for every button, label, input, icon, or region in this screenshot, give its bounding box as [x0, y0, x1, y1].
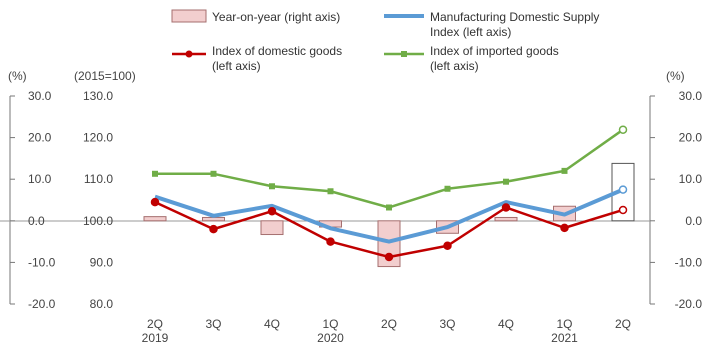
x-tick-label: 2Q	[615, 317, 631, 331]
far-left-tick-label: 0.0	[28, 214, 45, 228]
x-tick-label: 2Q	[147, 317, 163, 331]
series-point	[618, 125, 628, 134]
series-point	[152, 170, 158, 177]
far-left-tick-label: 20.0	[28, 131, 52, 145]
right-tick-label: 30.0	[679, 89, 703, 103]
x-tick-label: 1Q	[556, 317, 572, 331]
series-point	[618, 205, 628, 215]
left-axis-ticks: 80.0 90.0 100.0 110.0 120.0 130.0	[83, 89, 113, 311]
far-left-tick-label: -20.0	[28, 297, 56, 311]
series-point	[267, 206, 277, 216]
yoy-bar	[260, 220, 284, 236]
series-line	[154, 187, 624, 244]
legend-item-mdsi: Manufacturing Domestic Supply Index (lef…	[384, 10, 603, 39]
series-point	[561, 167, 568, 174]
far-left-axis-ticks: -20.0 -10.0 0.0 10.0 20.0 30.0	[10, 89, 56, 311]
legend-label-yoy: Year-on-year (right axis)	[212, 10, 340, 24]
series-point	[384, 252, 394, 262]
legend-item-domestic: Index of domestic goods (left axis)	[172, 44, 345, 73]
index-lines	[150, 125, 628, 262]
series-point	[326, 237, 335, 246]
x-year-label: 2020	[317, 331, 344, 345]
left-tick-label: 90.0	[90, 255, 114, 269]
right-tick-label: 10.0	[679, 172, 703, 186]
legend-marker-domestic	[185, 50, 193, 58]
x-year-label: 2019	[142, 331, 169, 345]
legend-marker-imported	[401, 51, 407, 57]
x-tick-label: 3Q	[439, 317, 455, 331]
right-tick-label: -20.0	[675, 297, 703, 311]
x-tick-label: 4Q	[498, 317, 514, 331]
legend-label-mdsi: Manufacturing Domestic Supply Index (lef…	[430, 10, 603, 39]
legend-item-imported: Index of imported goods (left axis)	[384, 44, 562, 73]
series-point	[560, 223, 569, 233]
left-tick-label: 80.0	[90, 297, 114, 311]
yoy-bar	[143, 216, 167, 222]
far-left-axis-unit: (%)	[8, 69, 27, 83]
yoy-bar	[494, 216, 518, 222]
series-point	[503, 178, 509, 185]
series-point	[443, 241, 452, 251]
series-point	[209, 224, 218, 234]
legend-label-imported: Index of imported goods (left axis)	[430, 44, 562, 73]
series-point	[269, 183, 275, 190]
x-tick-label: 3Q	[205, 317, 221, 331]
far-left-tick-label: 10.0	[28, 172, 52, 186]
far-left-tick-label: 30.0	[28, 89, 52, 103]
x-tick-label: 1Q	[322, 317, 338, 331]
series-point	[501, 203, 511, 212]
x-year-label: 2021	[551, 331, 578, 345]
legend-label-domestic: Index of domestic goods (left axis)	[212, 44, 345, 73]
series-point	[444, 185, 451, 192]
legend-swatch-yoy	[171, 9, 207, 23]
legend: Year-on-year (right axis) Manufacturing …	[171, 9, 603, 73]
series-point	[210, 170, 217, 177]
left-tick-label: 100.0	[83, 214, 113, 228]
series-point	[327, 188, 334, 195]
x-tick-label: 4Q	[264, 317, 280, 331]
series-point	[618, 185, 628, 194]
left-tick-label: 110.0	[84, 172, 113, 186]
left-tick-label: 120.0	[83, 131, 113, 145]
yoy-bar	[202, 216, 225, 222]
right-axis-unit: (%)	[666, 69, 685, 83]
right-tick-label: 20.0	[679, 131, 703, 145]
series-line	[155, 128, 624, 209]
right-tick-label: -10.0	[675, 255, 703, 269]
legend-item-yoy: Year-on-year (right axis)	[171, 9, 340, 24]
x-tick-label: 2Q	[381, 317, 397, 331]
series-point	[386, 204, 392, 211]
right-axis-ticks: -20.0 -10.0 0.0 10.0 20.0 30.0	[650, 89, 702, 311]
far-left-tick-label: -10.0	[28, 255, 56, 269]
right-tick-label: 0.0	[685, 214, 702, 228]
left-tick-label: 130.0	[83, 89, 113, 103]
left-axis-unit: (2015=100)	[74, 69, 136, 83]
series-point	[150, 197, 160, 207]
